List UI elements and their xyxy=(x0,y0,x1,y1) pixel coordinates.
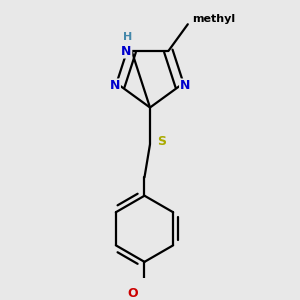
Text: O: O xyxy=(128,286,138,300)
Text: N: N xyxy=(110,80,120,92)
Text: methyl: methyl xyxy=(192,14,235,24)
Text: H: H xyxy=(123,32,133,42)
Text: N: N xyxy=(121,44,131,58)
Text: N: N xyxy=(180,80,190,92)
Text: S: S xyxy=(157,135,166,148)
